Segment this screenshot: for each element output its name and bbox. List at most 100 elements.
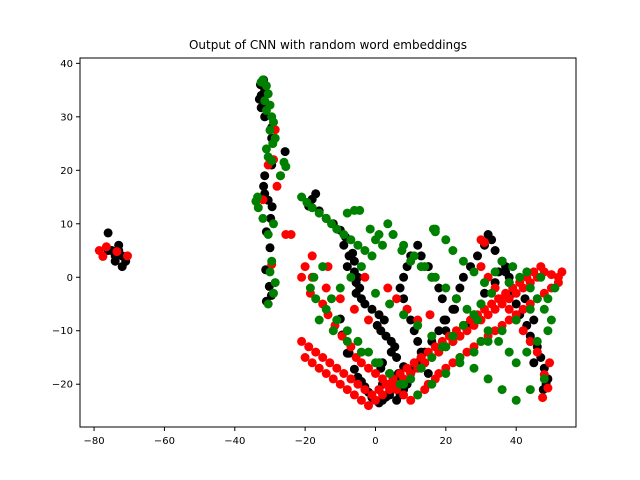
data-point	[364, 347, 373, 357]
data-point	[395, 369, 405, 378]
data-point	[388, 230, 398, 239]
data-point	[455, 353, 465, 362]
data-point	[307, 251, 317, 261]
data-point	[349, 364, 359, 374]
data-point	[458, 320, 468, 330]
data-point	[480, 278, 489, 288]
points-layer	[94, 75, 567, 411]
data-point	[332, 315, 342, 325]
data-point	[261, 105, 271, 115]
y-tick-label: 40	[60, 59, 73, 70]
data-point	[553, 272, 563, 282]
data-point	[342, 262, 352, 272]
data-point	[353, 240, 363, 250]
data-point	[364, 363, 373, 373]
data-point	[545, 358, 555, 368]
data-point	[441, 369, 451, 378]
data-point	[439, 315, 449, 325]
data-point	[251, 196, 261, 206]
data-point	[311, 294, 321, 304]
data-point	[532, 347, 542, 357]
data-point	[469, 347, 479, 357]
data-point	[268, 139, 278, 149]
data-point	[497, 256, 507, 266]
data-point	[413, 390, 423, 400]
data-point	[434, 326, 444, 336]
data-point	[297, 336, 307, 346]
data-point	[103, 228, 113, 238]
data-point	[356, 347, 366, 357]
data-point	[494, 336, 504, 346]
data-point	[455, 283, 465, 293]
data-point	[399, 272, 409, 282]
data-point	[399, 310, 409, 320]
data-point	[314, 315, 324, 325]
data-point	[342, 208, 352, 218]
data-point	[265, 267, 275, 277]
data-point	[98, 251, 108, 261]
data-point	[349, 390, 359, 400]
data-point	[112, 247, 122, 257]
data-point	[327, 294, 336, 304]
data-point	[261, 144, 271, 154]
data-point	[269, 117, 278, 127]
data-point	[269, 219, 278, 229]
data-point	[265, 125, 275, 135]
data-point	[335, 294, 345, 304]
data-point	[385, 299, 395, 309]
data-point	[399, 294, 409, 304]
data-point	[367, 251, 377, 261]
data-point	[515, 272, 525, 282]
data-point	[259, 181, 269, 191]
x-tick-label: −40	[224, 436, 245, 447]
data-point	[286, 230, 296, 239]
x-tick-label: −60	[154, 436, 175, 447]
data-point	[490, 246, 500, 255]
data-point	[441, 283, 451, 293]
data-point	[522, 347, 532, 357]
data-point	[497, 326, 507, 336]
data-point	[392, 353, 402, 362]
data-point	[504, 315, 514, 325]
data-point	[365, 224, 375, 234]
data-point	[536, 262, 546, 272]
data-point	[335, 283, 345, 293]
data-point	[450, 304, 460, 314]
data-point	[342, 385, 352, 395]
data-point	[399, 390, 409, 400]
data-point	[353, 379, 363, 389]
data-point	[525, 304, 535, 314]
data-point	[321, 304, 331, 314]
data-point	[476, 299, 486, 309]
data-point	[367, 390, 377, 400]
data-point	[543, 383, 553, 393]
data-point	[518, 304, 528, 314]
data-point	[427, 331, 437, 341]
data-point	[276, 171, 285, 181]
data-point	[406, 315, 416, 325]
data-point	[280, 147, 290, 157]
data-point	[321, 369, 331, 378]
data-point	[335, 379, 345, 389]
data-point	[529, 267, 539, 277]
data-point	[423, 369, 433, 378]
data-point	[416, 363, 426, 373]
data-point	[532, 336, 542, 346]
data-point	[543, 326, 553, 336]
y-tick-label: −20	[52, 380, 73, 391]
data-point	[356, 262, 366, 272]
data-point	[110, 256, 120, 266]
data-point	[332, 363, 342, 373]
data-point	[311, 347, 321, 357]
data-point	[539, 304, 549, 314]
data-point	[539, 374, 549, 384]
data-point	[371, 358, 380, 368]
data-point	[267, 156, 277, 166]
data-point	[504, 347, 514, 357]
data-point	[532, 294, 542, 304]
data-point	[281, 162, 291, 172]
data-point	[367, 304, 377, 314]
data-point	[117, 262, 127, 272]
data-point	[469, 267, 479, 277]
